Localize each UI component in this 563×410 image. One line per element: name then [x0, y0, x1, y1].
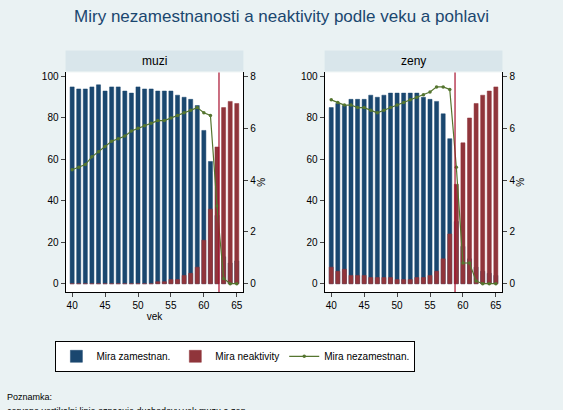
svg-text:65: 65	[490, 300, 502, 311]
svg-text:80: 80	[47, 112, 59, 123]
svg-text:45: 45	[359, 300, 371, 311]
svg-text:0: 0	[312, 278, 318, 289]
svg-text:%: %	[515, 178, 526, 187]
svg-text:100: 100	[301, 71, 318, 82]
svg-text:60: 60	[47, 154, 59, 165]
svg-text:65: 65	[231, 300, 243, 311]
svg-text:6: 6	[250, 123, 256, 134]
svg-text:40: 40	[67, 300, 79, 311]
svg-text:Mira neaktivity: Mira neaktivity	[215, 351, 279, 362]
svg-text:55: 55	[165, 300, 177, 311]
svg-text:%: %	[256, 178, 267, 187]
svg-text:0: 0	[509, 278, 515, 289]
svg-text:60: 60	[198, 300, 210, 311]
svg-text:zeny: zeny	[401, 54, 426, 68]
svg-text:45: 45	[100, 300, 112, 311]
svg-text:60: 60	[307, 154, 319, 165]
svg-text:Miry nezamestnanosti a neaktiv: Miry nezamestnanosti a neaktivity podle …	[74, 7, 489, 26]
svg-text:Mira nezamestnan.: Mira nezamestnan.	[324, 351, 409, 362]
svg-text:2: 2	[250, 226, 256, 237]
svg-text:2: 2	[509, 226, 515, 237]
svg-text:80: 80	[307, 112, 319, 123]
svg-text:muzi: muzi	[142, 54, 167, 68]
svg-text:4: 4	[250, 175, 256, 186]
svg-text:40: 40	[326, 300, 338, 311]
svg-text:40: 40	[307, 195, 319, 206]
svg-text:6: 6	[509, 123, 515, 134]
svg-text:Mira zamestnan.: Mira zamestnan.	[96, 351, 170, 362]
svg-text:40: 40	[47, 195, 59, 206]
svg-text:0: 0	[53, 278, 59, 289]
svg-text:55: 55	[424, 300, 436, 311]
svg-text:8: 8	[250, 71, 256, 82]
svg-text:4: 4	[509, 175, 515, 186]
svg-text:50: 50	[132, 300, 144, 311]
svg-text:0: 0	[250, 278, 256, 289]
svg-text:50: 50	[392, 300, 404, 311]
svg-text:100: 100	[42, 71, 59, 82]
svg-text:20: 20	[307, 237, 319, 248]
svg-text:60: 60	[457, 300, 469, 311]
svg-text:Poznamka:: Poznamka:	[7, 392, 52, 402]
svg-text:8: 8	[509, 71, 515, 82]
svg-text:vek: vek	[147, 311, 164, 322]
svg-text:20: 20	[47, 237, 59, 248]
svg-text:cervene vertikalni linie oznac: cervene vertikalni linie oznacuje duchod…	[7, 406, 246, 410]
